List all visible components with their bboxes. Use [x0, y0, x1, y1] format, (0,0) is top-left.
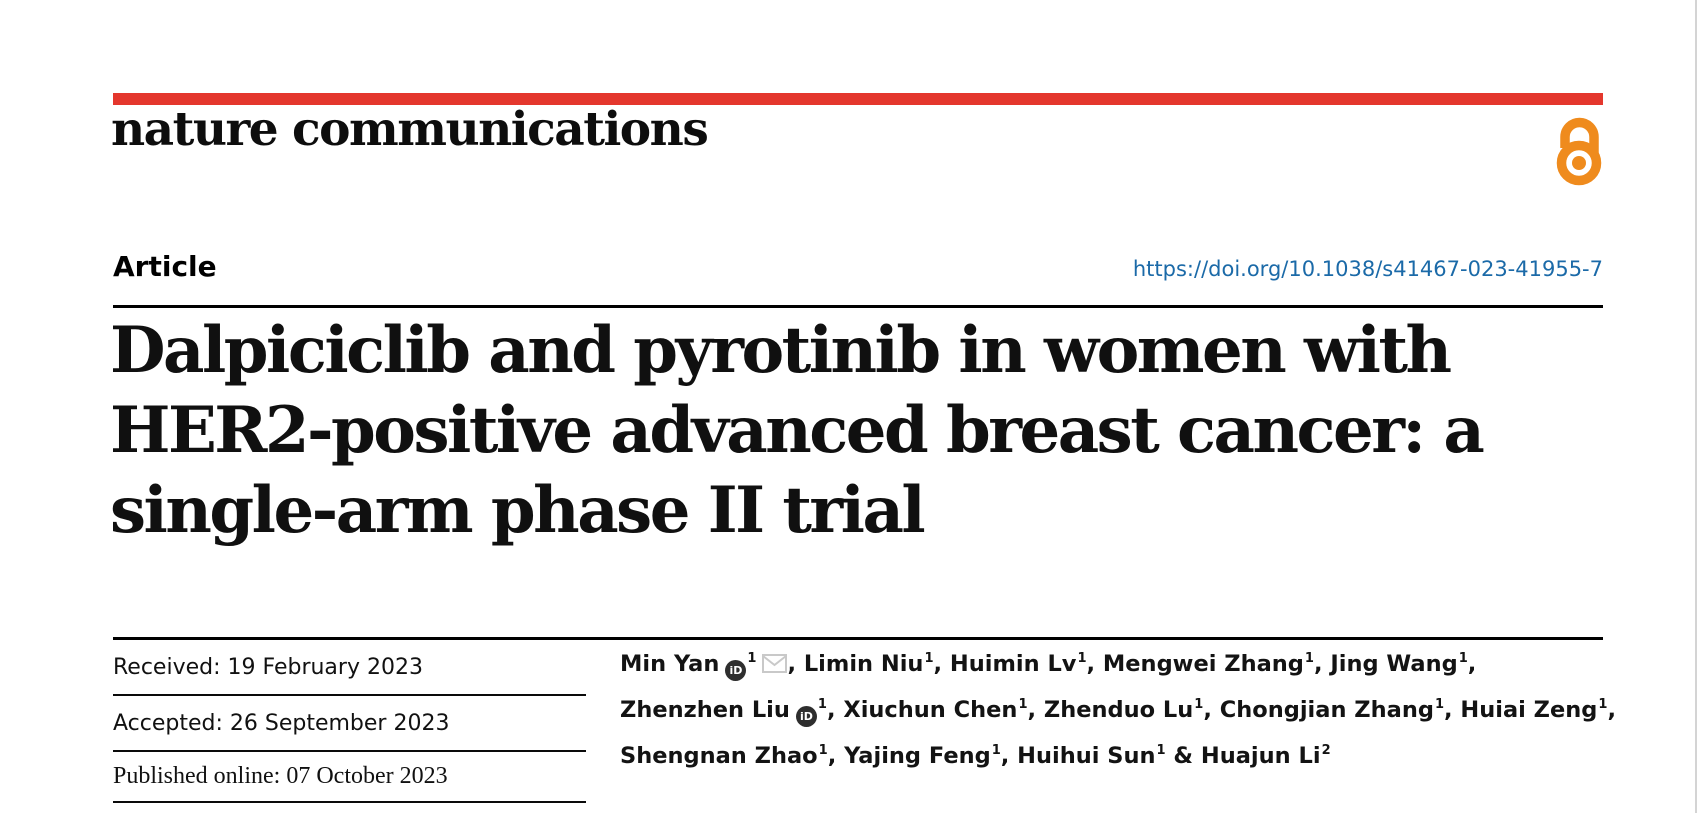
author-line: Min Yan iD1, Limin Niu1, Huimin Lv1, Meng…: [620, 643, 1620, 689]
published-date-row: Published online: 07 October 2023: [113, 752, 586, 803]
author-affiliation-superscript: 1: [1434, 697, 1444, 712]
author-name: Chongjian Zhang: [1219, 697, 1434, 723]
author-affiliation-superscript: 1: [991, 743, 1001, 758]
article-header-row: Article https://doi.org/10.1038/s41467-0…: [113, 250, 1603, 283]
author-affiliation-superscript: 1: [747, 651, 757, 666]
masthead-red-bar: [113, 93, 1603, 105]
header-divider-rule: [113, 305, 1603, 308]
author-name: Yajing Feng: [844, 743, 991, 769]
author-name: Mengwei Zhang: [1102, 651, 1304, 677]
author-affiliation-superscript: 1: [1194, 697, 1204, 712]
dates-panel: Received: 19 February 2023 Accepted: 26 …: [113, 640, 586, 803]
journal-logo: nature communications: [111, 102, 709, 157]
author-list: Min Yan iD1, Limin Niu1, Huimin Lv1, Meng…: [620, 643, 1620, 781]
author-affiliation-superscript: 1: [818, 743, 828, 758]
page-right-edge-line: [1695, 0, 1697, 813]
author-affiliation-superscript: 1: [924, 651, 934, 666]
email-envelope-icon[interactable]: [762, 654, 788, 673]
author-affiliation-superscript: 1: [817, 697, 827, 712]
author-name: Limin Niu: [803, 651, 924, 677]
author-name: Zhenduo Lu: [1043, 697, 1194, 723]
author-affiliation-superscript: 1: [1304, 651, 1314, 666]
author-affiliation-superscript: 1: [1458, 651, 1468, 666]
article-type-label: Article: [113, 250, 217, 283]
author-name: Xiuchun Chen: [843, 697, 1018, 723]
author-line: Shengnan Zhao1, Yajing Feng1, Huihui Sun…: [620, 743, 1331, 769]
author-name: Shengnan Zhao: [620, 743, 818, 769]
author-name: Zhenzhen Liu: [620, 697, 790, 723]
title-line-3: single-arm phase II trial: [110, 473, 926, 548]
columns-top-rule: [113, 637, 1603, 640]
title-line-1: Dalpiciclib and pyrotinib in women with: [110, 313, 1452, 388]
orcid-icon[interactable]: iD: [795, 706, 817, 727]
author-name: Huihui Sun: [1017, 743, 1156, 769]
article-title: Dalpiciclib and pyrotinib in women with …: [110, 311, 1485, 551]
author-name: Jing Wang: [1330, 651, 1458, 677]
author-affiliation-superscript: 2: [1321, 743, 1331, 758]
author-affiliation-superscript: 1: [1018, 697, 1028, 712]
title-line-2: HER2-positive advanced breast cancer: a: [110, 393, 1485, 468]
author-line: Zhenzhen Liu iD1, Xiuchun Chen1, Zhenduo …: [620, 689, 1620, 735]
open-access-lock-icon: [1556, 117, 1602, 186]
author-affiliation-superscript: 1: [1077, 651, 1087, 666]
doi-link[interactable]: https://doi.org/10.1038/s41467-023-41955…: [1132, 257, 1603, 281]
author-name: Huiai Zeng: [1460, 697, 1598, 723]
received-date-row: Received: 19 February 2023: [113, 640, 586, 696]
author-affiliation-superscript: 1: [1156, 743, 1166, 758]
author-name: Min Yan: [620, 651, 720, 677]
author-affiliation-superscript: 1: [1598, 697, 1608, 712]
author-name: Huimin Lv: [949, 651, 1077, 677]
orcid-icon[interactable]: iD: [725, 660, 747, 681]
author-name: Huajun Li: [1200, 743, 1321, 769]
accepted-date-row: Accepted: 26 September 2023: [113, 696, 586, 752]
